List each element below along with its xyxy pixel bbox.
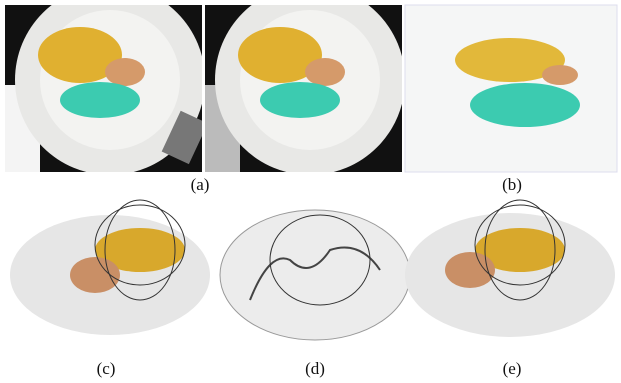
image-c	[10, 200, 210, 335]
caption-label: (c)	[97, 359, 116, 378]
image-d	[220, 210, 410, 340]
figure: (a) (b) (c) (d) (e)	[0, 0, 621, 383]
caption-label: (e)	[503, 359, 522, 378]
caption-label: (a)	[191, 175, 210, 194]
image-e	[405, 200, 615, 337]
image-a-right	[205, 0, 405, 175]
image-b	[405, 5, 617, 172]
image-a-left	[5, 0, 208, 175]
caption-label: (d)	[305, 359, 325, 378]
caption-label: (b)	[502, 175, 522, 194]
